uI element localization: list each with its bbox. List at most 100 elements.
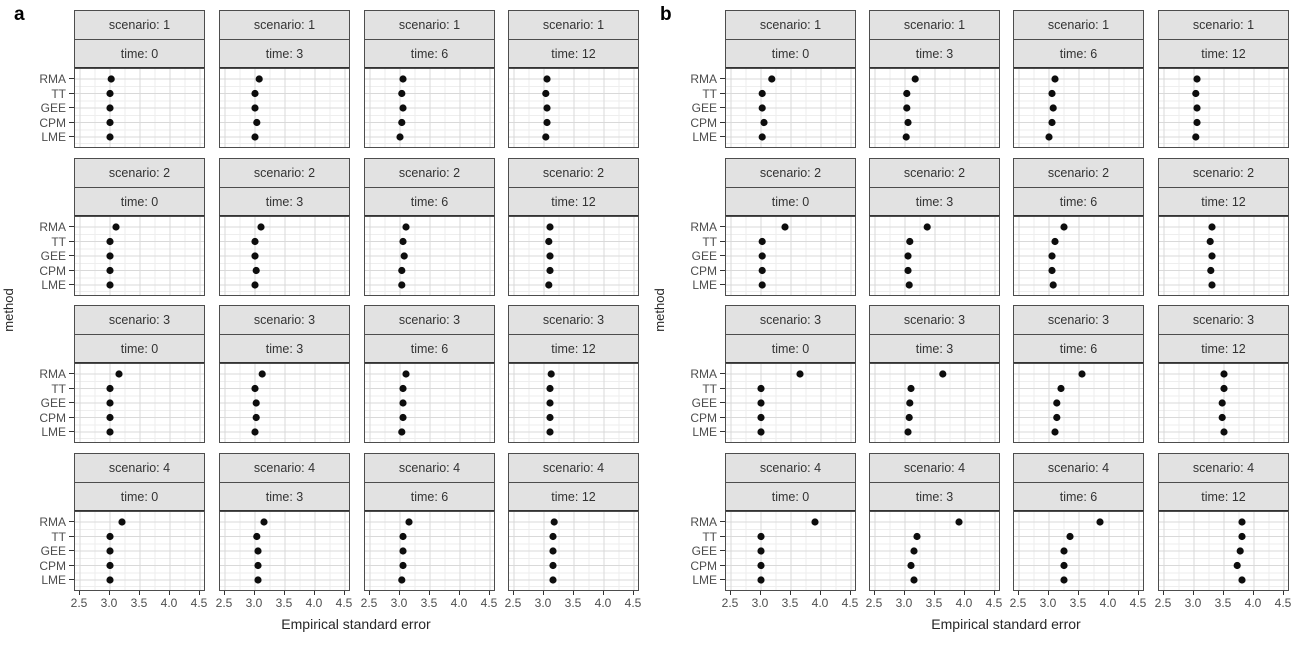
data-point [757, 547, 765, 555]
data-point [546, 428, 554, 436]
strip-time-label: time: 12 [551, 341, 596, 356]
facet-plot [509, 217, 638, 295]
facet-plot [1014, 69, 1143, 147]
strip-time-label: time: 12 [1201, 194, 1246, 209]
data-point [1236, 547, 1244, 555]
facet-plot [870, 364, 999, 442]
strip-time-label: time: 0 [771, 46, 810, 61]
data-point [251, 384, 259, 393]
x-tick-mark [284, 591, 285, 595]
y-tick-mark [69, 121, 74, 123]
data-point [904, 252, 912, 260]
y-tick-label: GEE [691, 396, 717, 410]
facet-plot [870, 217, 999, 295]
data-point [398, 89, 406, 98]
strip-time: time: 0 [725, 187, 856, 217]
x-tick-mark [369, 591, 370, 595]
data-point [252, 266, 260, 275]
x-tick-mark [573, 591, 574, 595]
strip-time-label: time: 6 [410, 46, 449, 61]
strip-scenario-label: scenario: 3 [1047, 313, 1110, 327]
y-tick-mark [720, 521, 725, 522]
facet-plot [365, 69, 494, 147]
facet-plot [726, 217, 855, 295]
y-tick-label: RMA [39, 220, 66, 234]
x-tick-label: 2.5 [1009, 596, 1027, 610]
y-tick-label: LME [692, 130, 717, 144]
facet-plot [1014, 364, 1143, 442]
data-point [923, 223, 931, 231]
data-point [251, 104, 259, 112]
data-point [902, 133, 910, 141]
y-tick-mark [720, 373, 725, 374]
strip-scenario-label: scenario: 3 [1192, 313, 1255, 327]
data-point [1218, 413, 1226, 422]
data-point [399, 547, 407, 555]
x-axis: 2.5 3.0 3.5 4.0 4.5 [865, 591, 1002, 615]
strip-time: time: 12 [1158, 39, 1289, 69]
strip-time: time: 3 [869, 187, 1000, 217]
y-tick-mark [69, 431, 74, 432]
facet-plot [509, 364, 638, 442]
y-tick-label: CPM [39, 558, 66, 573]
data-point [546, 266, 554, 275]
y-tick-mark [69, 416, 74, 418]
y-axis-labels: RMA TT GEE CPM LME [665, 68, 725, 148]
data-point [1045, 133, 1053, 141]
data-point [549, 547, 557, 555]
y-tick-mark [720, 431, 725, 432]
x-tick-label: 4.0 [811, 596, 829, 610]
data-point [1048, 252, 1056, 260]
data-point [399, 75, 407, 83]
data-point [904, 428, 912, 436]
x-tick-mark [730, 591, 731, 595]
strip-time: time: 12 [508, 187, 639, 217]
data-point [251, 89, 259, 98]
strip-scenario-label: scenario: 2 [1192, 166, 1255, 180]
data-point [1208, 281, 1216, 289]
facet-panel [219, 363, 350, 443]
facet-plot [220, 217, 349, 295]
strip-scenario-label: scenario: 4 [253, 461, 316, 475]
facet-plot [75, 217, 204, 295]
strip-scenario: scenario: 3 [1158, 305, 1289, 335]
x-axis: 2.5 3.0 3.5 4.0 4.5 [360, 591, 497, 615]
x-tick-mark [543, 591, 544, 595]
x-tick-label: 2.5 [865, 596, 883, 610]
facet-panel [1013, 68, 1144, 148]
x-axis: 2.5 3.0 3.5 4.0 4.5 [721, 591, 858, 615]
facet-plot [1159, 364, 1288, 442]
strip-time-label: time: 0 [120, 46, 159, 61]
x-tick-label: 2.5 [721, 596, 739, 610]
facet-plot [1159, 512, 1288, 590]
y-tick-label: RMA [39, 367, 66, 381]
x-tick-mark [1193, 591, 1194, 595]
x-axis: 2.5 3.0 3.5 4.0 4.5 [505, 591, 641, 615]
y-tick-mark [69, 564, 74, 566]
data-point [398, 428, 406, 436]
facet-plot [365, 512, 494, 590]
strip-scenario: scenario: 2 [219, 158, 350, 188]
data-point [106, 133, 114, 141]
y-tick-label: RMA [39, 515, 66, 529]
facet-panel [508, 363, 639, 443]
y-tick-label: GEE [691, 101, 717, 115]
y-tick-mark [720, 535, 725, 537]
y-tick-label: LME [692, 278, 717, 292]
data-point [542, 133, 550, 141]
data-point [913, 532, 921, 541]
strip-scenario: scenario: 3 [869, 305, 1000, 335]
data-point [907, 384, 915, 393]
strip-scenario-label: scenario: 4 [1192, 461, 1255, 475]
facet-panel [219, 511, 350, 591]
y-tick-label: LME [41, 425, 66, 439]
data-point [402, 370, 410, 378]
x-tick-label: 2.5 [360, 596, 378, 610]
x-tick-mark [1108, 591, 1109, 595]
data-point [1220, 384, 1228, 393]
data-point [543, 118, 551, 127]
strip-time: time: 3 [219, 187, 350, 217]
strip-time: time: 0 [74, 334, 205, 364]
strip-scenario-label: scenario: 4 [108, 461, 171, 475]
strip-time-label: time: 6 [410, 194, 449, 209]
